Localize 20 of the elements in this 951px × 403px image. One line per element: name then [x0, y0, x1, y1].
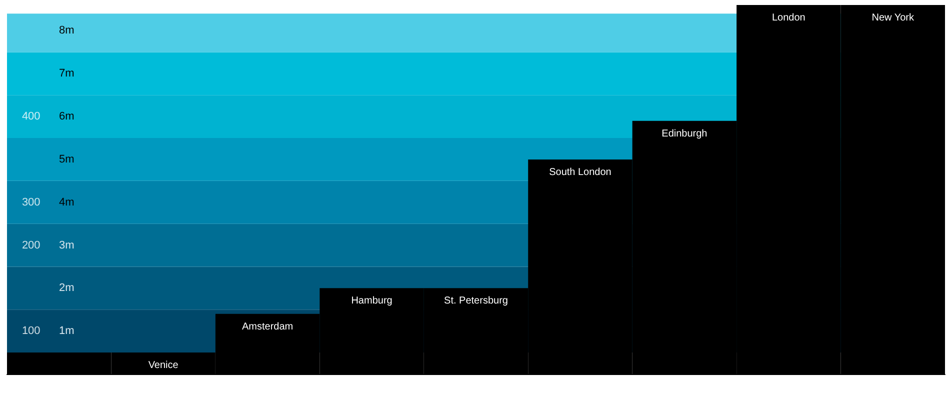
x-tick-label: Amsterdam [242, 321, 294, 332]
y-tick-label: 6m [59, 110, 74, 123]
y-tick-label: 1m [59, 325, 74, 338]
x-tick-label: South London [549, 166, 612, 178]
x-tick-label: Hamburg [351, 296, 392, 307]
y-tick-label: 3m [59, 239, 74, 252]
y-tick-label: 2m [59, 282, 74, 294]
y-tick-label: 4m [59, 196, 74, 208]
y-tick-label: 7m [59, 68, 74, 80]
annotation: 100 [22, 325, 40, 338]
y-tick-label: 5m [59, 153, 74, 166]
x-tick-label: New York [872, 12, 916, 24]
y-tick-label: 8m [59, 24, 74, 37]
x-tick-label: Edinburgh [662, 128, 708, 140]
x-tick-label: St. Petersburg [444, 296, 508, 307]
annotation: 400 [22, 110, 40, 123]
x-tick-label: London [772, 12, 806, 24]
x-tick-label: Venice [148, 360, 179, 372]
annotation: 200 [22, 239, 40, 252]
annotation: 300 [22, 196, 40, 208]
